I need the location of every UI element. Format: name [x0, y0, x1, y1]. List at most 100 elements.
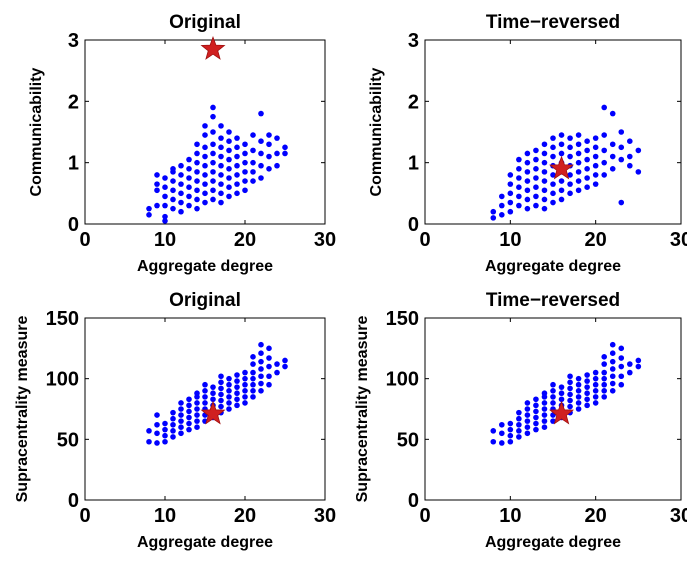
scatter-point — [154, 172, 160, 178]
scatter-point — [575, 150, 582, 157]
scatter-point — [618, 373, 625, 380]
scatter-point — [250, 388, 256, 394]
x-tick-label: 10 — [499, 229, 521, 251]
scatter-point — [507, 190, 514, 197]
scatter-point — [584, 175, 590, 181]
scatter-point — [282, 150, 288, 157]
scatter-point — [258, 150, 264, 157]
scatter-point — [194, 390, 200, 397]
y-tick-label: 50 — [57, 429, 79, 451]
scatter-point — [170, 415, 176, 422]
scatter-point — [550, 181, 556, 187]
scatter-point — [226, 147, 232, 154]
chart-title: Original — [169, 12, 241, 33]
scatter-point — [226, 175, 232, 181]
scatter-point — [178, 190, 184, 197]
scatter-point — [162, 432, 168, 439]
scatter-point — [146, 205, 152, 212]
scatter-point — [202, 162, 208, 169]
scatter-point — [499, 212, 505, 218]
scatter-point — [234, 390, 240, 397]
scatter-point — [558, 390, 565, 397]
scatter-point — [210, 150, 216, 157]
x-axis-label: Aggregate degree — [485, 258, 621, 275]
scatter-point — [186, 156, 192, 163]
scatter-point — [218, 199, 224, 206]
scatter-point — [567, 153, 573, 160]
scatter-point — [186, 193, 192, 200]
scatter-point — [250, 132, 256, 138]
scatter-point — [154, 440, 160, 446]
scatter-point — [584, 390, 590, 397]
scatter-point — [609, 141, 616, 148]
scatter-point — [186, 175, 192, 181]
scatter-point — [170, 421, 176, 428]
scatter-point — [533, 420, 539, 427]
scatter-point — [210, 178, 216, 184]
scatter-point — [242, 150, 248, 157]
scatter-point — [592, 153, 599, 160]
scatter-point — [242, 141, 248, 148]
scatter-point — [282, 357, 288, 364]
scatter-point — [218, 190, 224, 197]
y-tick-label: 150 — [46, 308, 79, 330]
scatter-point — [202, 132, 208, 138]
scatter-point — [218, 391, 224, 398]
scatter-point — [226, 166, 232, 172]
scatter-point — [250, 381, 256, 388]
scatter-point — [186, 420, 192, 427]
scatter-point — [210, 113, 216, 120]
scatter-point — [592, 394, 599, 400]
scatter-point — [178, 424, 184, 431]
scatter-point — [550, 400, 556, 406]
x-tick-label: 0 — [419, 505, 430, 527]
scatter-point — [274, 369, 280, 376]
scatter-point — [567, 172, 573, 178]
scatter-point — [210, 159, 216, 166]
scatter-point — [186, 184, 192, 190]
scatter-point — [558, 196, 565, 203]
scatter-point — [533, 408, 539, 415]
scatter-point — [226, 129, 232, 135]
scatter-point — [516, 409, 522, 416]
scatter-point — [499, 440, 505, 446]
scatter-point — [499, 421, 505, 428]
scatter-point — [499, 430, 505, 437]
y-tick-label: 150 — [386, 308, 419, 330]
y-tick-label: 0 — [68, 490, 79, 512]
scatter-point — [601, 361, 607, 367]
scatter-point — [533, 184, 539, 190]
scatter-point — [146, 428, 152, 434]
scatter-point — [234, 172, 240, 178]
scatter-point — [541, 196, 548, 203]
scatter-point — [250, 369, 256, 376]
scatter-point — [618, 355, 625, 361]
scatter-point — [635, 363, 642, 370]
x-tick-label: 10 — [154, 229, 176, 251]
scatter-point — [524, 418, 531, 424]
scatter-point — [266, 381, 272, 388]
scatter-point — [592, 172, 599, 178]
scatter-point — [202, 199, 208, 206]
highlight-star-marker — [549, 155, 575, 180]
scatter-point — [210, 396, 216, 403]
scatter-point — [242, 187, 248, 194]
scatter-point — [575, 388, 582, 394]
scatter-point — [524, 400, 531, 406]
x-tick-label: 30 — [314, 505, 336, 527]
scatter-point — [601, 375, 607, 382]
scatter-point — [524, 150, 531, 157]
scatter-point — [541, 418, 548, 424]
scatter-point — [516, 193, 522, 200]
scatter-point — [234, 190, 240, 197]
scatter-point — [242, 400, 248, 406]
scatter-point — [258, 366, 264, 372]
scatter-point — [524, 196, 531, 203]
scatter-point — [609, 358, 616, 365]
scatter-point — [601, 132, 607, 138]
scatter-point — [635, 357, 642, 364]
scatter-point — [541, 424, 548, 431]
y-axis-label: Communicability — [368, 67, 385, 196]
scatter-point — [618, 381, 625, 388]
scatter-point — [202, 153, 208, 160]
